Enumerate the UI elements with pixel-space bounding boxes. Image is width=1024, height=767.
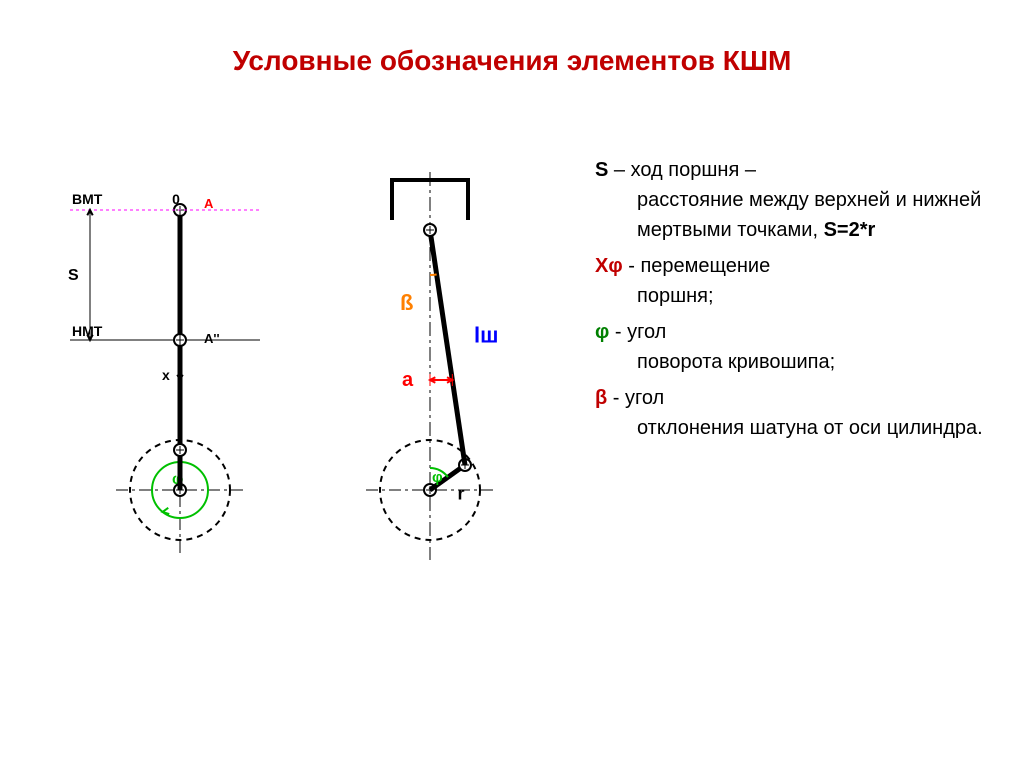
- svg-text:lш: lш: [474, 323, 498, 348]
- legend: S – ход поршня –расстояние между верхней…: [595, 155, 995, 449]
- legend-symbol: φ: [595, 321, 609, 343]
- legend-text: ход поршня –: [631, 159, 756, 181]
- svg-text:А'': А'': [204, 331, 220, 346]
- legend-symbol: Xφ: [595, 255, 623, 277]
- svg-text:ß: ß: [400, 290, 413, 315]
- legend-text: угол: [625, 387, 664, 409]
- svg-text:0: 0: [172, 191, 180, 207]
- svg-text:r: r: [458, 484, 465, 504]
- legend-text: перемещение: [640, 255, 770, 277]
- kshm-diagram: φВМТ0АНМТА''Sxrφlшßa: [50, 160, 570, 590]
- page-title: Условные обозначения элементов КШМ: [0, 45, 1024, 77]
- legend-item: β - уголотклонения шатуна от оси цилиндр…: [595, 383, 995, 443]
- svg-text:φ: φ: [432, 469, 443, 486]
- svg-text:ВМТ: ВМТ: [72, 191, 103, 207]
- svg-text:S: S: [68, 267, 79, 284]
- legend-symbol: S: [595, 159, 608, 181]
- legend-text: угол: [627, 321, 666, 343]
- legend-item: Xφ - перемещениепоршня;: [595, 251, 995, 311]
- legend-item: φ - уголповорота кривошипа;: [595, 317, 995, 377]
- legend-symbol: β: [595, 387, 607, 409]
- svg-text:a: a: [402, 369, 414, 391]
- svg-text:А: А: [204, 196, 214, 211]
- svg-text:x: x: [162, 367, 170, 383]
- legend-item: S – ход поршня –расстояние между верхней…: [595, 155, 995, 245]
